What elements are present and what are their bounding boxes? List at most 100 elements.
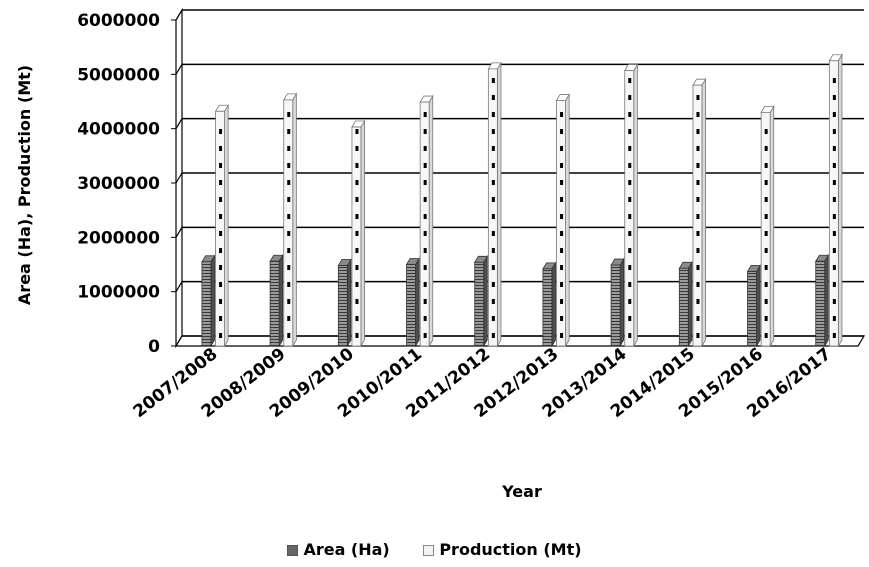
- y-tick-label: 4000000: [77, 120, 160, 140]
- bar-area-front: [610, 264, 621, 347]
- bar-area: [610, 257, 625, 348]
- bar-production-dot: [628, 180, 632, 185]
- bar-area-side: [415, 257, 420, 348]
- bar-production-dot: [832, 129, 836, 134]
- bar-production: [487, 61, 502, 348]
- bar-production-dot: [764, 214, 768, 219]
- bar-production-dot: [491, 180, 495, 185]
- bar-production-dot: [287, 333, 291, 338]
- bar-production-side: [769, 104, 775, 348]
- bar-production-dot: [287, 299, 291, 304]
- bar-production: [419, 94, 434, 348]
- bar-area-front: [747, 271, 757, 347]
- bar-production: [214, 103, 229, 348]
- bar-production-dot: [628, 78, 632, 83]
- bar-production-dot: [764, 282, 768, 287]
- bar-production-dot: [423, 129, 427, 134]
- gridline-diag: [175, 64, 183, 75]
- bar-area: [474, 254, 489, 348]
- bar-production-dot: [219, 316, 223, 321]
- bar-production-dot: [219, 282, 223, 287]
- bar-area-side: [824, 253, 829, 348]
- bar-production-dot: [287, 129, 291, 134]
- bar-production-side: [633, 63, 638, 348]
- bar-production-dot: [423, 299, 427, 304]
- bar-area-front: [337, 265, 348, 347]
- bar-production-dot: [219, 265, 223, 270]
- bar-production-dot: [355, 299, 359, 304]
- legend-item-area: Area (Ha): [287, 540, 390, 559]
- bar-production-dot: [423, 163, 427, 168]
- bar-production-dot: [696, 214, 700, 219]
- bar-production-dot: [423, 248, 427, 253]
- bar-production-dot: [491, 333, 495, 338]
- bar-production-dot: [696, 316, 700, 321]
- bar-area-side: [210, 254, 215, 348]
- bar-production: [283, 92, 298, 348]
- bar-production-dot: [696, 265, 700, 270]
- bar-production-dot: [287, 231, 291, 236]
- bar-production-side: [701, 77, 706, 348]
- bar-production-dot: [219, 299, 223, 304]
- bar-production-dot: [696, 129, 700, 134]
- legend-swatch-area: [287, 545, 299, 556]
- bar-production-dot: [696, 163, 700, 168]
- bar-production-front: [487, 68, 498, 347]
- bar-production-dot: [491, 282, 495, 287]
- bar-production-dot: [832, 78, 836, 83]
- bar-production-dot: [287, 265, 291, 270]
- bar-area: [405, 257, 420, 348]
- bar-production-side: [360, 119, 365, 348]
- y-tick-label: 5000000: [77, 65, 160, 85]
- bar-area-front: [269, 260, 280, 347]
- bar-production-side: [428, 94, 434, 348]
- bar-area-side: [278, 253, 284, 348]
- bar-production-dot: [628, 129, 632, 134]
- bar-production-dot: [219, 214, 223, 219]
- bar-production-dot: [287, 197, 291, 202]
- bar-area-side: [483, 254, 488, 348]
- bar-production-dot: [287, 163, 291, 168]
- bar-production-dot: [696, 95, 700, 100]
- bar-area: [678, 260, 693, 348]
- bar-production-dot: [491, 316, 495, 321]
- bar-production-dot: [491, 299, 495, 304]
- bar-production-dot: [832, 95, 836, 100]
- bar-production-dot: [491, 163, 495, 168]
- bar-production-dot: [560, 316, 564, 321]
- bar-production-front: [760, 111, 771, 347]
- bar-production-side: [837, 53, 843, 348]
- bar-production-dot: [423, 214, 427, 219]
- bar-production-dot: [423, 112, 427, 117]
- bar-production-dot: [219, 333, 223, 338]
- bar-production-dot: [628, 333, 632, 338]
- x-axis-ticks: 2007/20082008/20092009/20102010/20112011…: [130, 344, 836, 422]
- bar-production-dot: [764, 333, 768, 338]
- bar-area-front: [406, 264, 416, 347]
- bar-production-dot: [219, 231, 223, 236]
- bar-area: [815, 253, 830, 348]
- bar-production-dot: [764, 197, 768, 202]
- legend-label-production: Production (Mt): [439, 540, 582, 559]
- bar-production-dot: [696, 248, 700, 253]
- y-tick-label: 6000000: [77, 11, 160, 31]
- bar-area-side: [619, 257, 625, 348]
- bar-production-front: [624, 70, 635, 347]
- bar-production: [351, 119, 366, 348]
- bar-production-dot: [355, 333, 359, 338]
- bar-production-dot: [491, 78, 495, 83]
- bar-production-dot: [287, 112, 291, 117]
- bar-production-dot: [628, 163, 632, 168]
- bar-production-dot: [628, 248, 632, 253]
- bar-area: [337, 258, 352, 348]
- bar-production-dot: [628, 112, 632, 117]
- bar-production: [555, 92, 570, 348]
- bar-production-dot: [560, 282, 564, 287]
- bar-production-dot: [491, 129, 495, 134]
- bar-production-dot: [219, 146, 223, 151]
- bar-production-dot: [764, 129, 768, 134]
- bar-production-dot: [355, 231, 359, 236]
- bar-area-side: [346, 258, 352, 348]
- bar-production-front: [215, 110, 225, 347]
